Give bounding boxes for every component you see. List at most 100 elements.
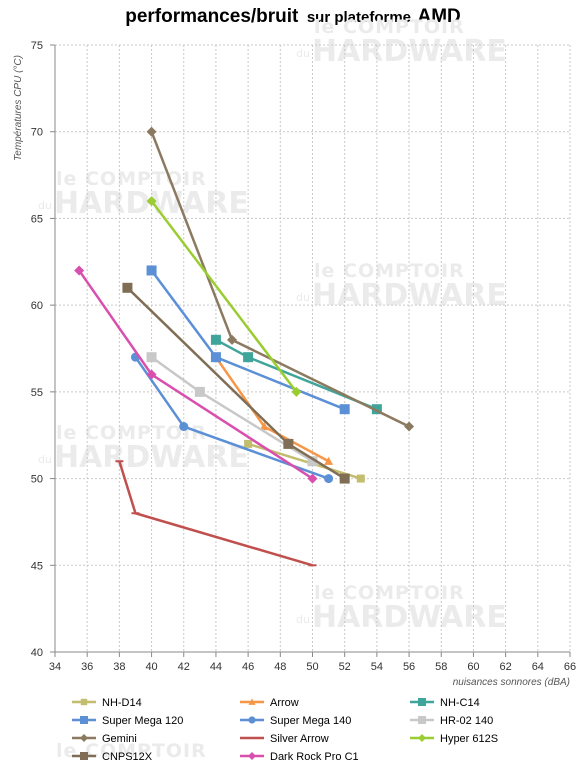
data-point bbox=[146, 196, 157, 207]
chart-title-brand: AMD bbox=[417, 6, 461, 27]
data-point bbox=[324, 474, 334, 484]
chart-grid bbox=[55, 44, 571, 652]
data-point bbox=[194, 386, 205, 397]
legend-item-dark-rock-pro-c1: Dark Rock Pro C1 bbox=[240, 751, 359, 763]
legend-item-cnps12x: CNPS12X bbox=[72, 751, 153, 763]
x-tick-label: 40 bbox=[145, 661, 157, 673]
legend-item-nh-c14: NH-C14 bbox=[410, 697, 480, 709]
data-point bbox=[146, 265, 157, 276]
legend-swatch-marker bbox=[80, 734, 88, 742]
y-tick-label: 75 bbox=[31, 40, 43, 52]
x-tick-label: 48 bbox=[274, 661, 286, 673]
legend-label: NH-C14 bbox=[440, 697, 480, 709]
legend-label: Super Mega 120 bbox=[102, 715, 183, 727]
series-line bbox=[214, 356, 330, 463]
y-tick-label: 70 bbox=[31, 127, 43, 139]
data-point bbox=[146, 126, 157, 137]
data-point bbox=[339, 473, 350, 484]
x-tick-label: 36 bbox=[81, 661, 93, 673]
legend-label: Dark Rock Pro C1 bbox=[270, 751, 359, 763]
data-point bbox=[356, 474, 365, 483]
data-point bbox=[243, 352, 254, 363]
data-point bbox=[283, 438, 294, 449]
legend-swatch-marker bbox=[248, 698, 256, 705]
data-point bbox=[259, 422, 269, 431]
legend-item-super-mega-120: Super Mega 120 bbox=[72, 715, 183, 727]
y-axis-title: Températures CPU (°C) bbox=[13, 55, 24, 161]
x-tick-label: 44 bbox=[210, 661, 222, 673]
x-tick-label: 42 bbox=[178, 661, 190, 673]
data-point bbox=[307, 456, 318, 467]
data-point bbox=[122, 282, 133, 293]
y-tick-label: 65 bbox=[31, 213, 43, 225]
legend-swatch-marker bbox=[418, 734, 426, 742]
chart-labels: 34 36 38 40 42 44 46 48 50 52 54 56 58 60 62 64 66 40 45 50… bbox=[13, 40, 576, 688]
series-arrow bbox=[211, 352, 334, 465]
series-line bbox=[78, 269, 314, 480]
series-gemini bbox=[146, 126, 415, 432]
chart-axes bbox=[50, 44, 571, 657]
data-point bbox=[404, 421, 415, 432]
x-tick-label: 52 bbox=[339, 661, 351, 673]
x-tick-label: 34 bbox=[49, 661, 61, 673]
legend-swatch-marker bbox=[248, 752, 256, 760]
chart-title-sub: sur plateforme bbox=[306, 9, 412, 26]
y-tick-label: 55 bbox=[31, 387, 43, 399]
data-point bbox=[74, 265, 85, 276]
x-tick-label: 66 bbox=[564, 661, 576, 673]
legend-item-hyper-612s: Hyper 612S bbox=[410, 733, 498, 745]
legend-item-nh-d14: NH-D14 bbox=[72, 697, 142, 709]
x-axis-title: nuisances sonnores (dBA) bbox=[453, 677, 570, 688]
series-hyper-612s bbox=[146, 196, 302, 397]
data-point bbox=[324, 456, 334, 465]
legend-label: Arrow bbox=[270, 697, 299, 709]
legend-item-hr-02-140: HR-02 140 bbox=[410, 715, 493, 727]
chart-title-main: performances/bruit bbox=[125, 6, 299, 27]
legend-label: Hyper 612S bbox=[440, 733, 498, 745]
data-point bbox=[146, 369, 157, 380]
x-tick-label: 54 bbox=[371, 661, 383, 673]
legend-label: NH-D14 bbox=[102, 697, 142, 709]
data-point bbox=[210, 334, 221, 345]
x-tick-label: 46 bbox=[242, 661, 254, 673]
x-tick-label: 58 bbox=[435, 661, 447, 673]
legend-swatch-marker bbox=[248, 716, 256, 724]
data-point bbox=[179, 422, 189, 432]
y-tick-label: 50 bbox=[31, 474, 43, 486]
series-nh-c14 bbox=[210, 334, 382, 415]
legend-item-silver-arrow: Silver Arrow bbox=[240, 733, 329, 745]
legend-swatch-marker bbox=[418, 698, 426, 706]
legend-label: Super Mega 140 bbox=[270, 715, 351, 727]
data-point bbox=[307, 473, 318, 484]
legend-label: Silver Arrow bbox=[270, 733, 329, 745]
legend-label: CNPS12X bbox=[102, 751, 153, 763]
data-point bbox=[227, 334, 238, 345]
x-tick-label: 38 bbox=[113, 661, 125, 673]
x-tick-label: 50 bbox=[306, 661, 318, 673]
x-tick-label: 64 bbox=[532, 661, 544, 673]
x-tick-label: 60 bbox=[467, 661, 479, 673]
legend-label: Gemini bbox=[102, 733, 137, 745]
data-point bbox=[339, 404, 350, 415]
chart-title: performances/bruit sur plateforme AMD bbox=[0, 6, 586, 28]
y-tick-label: 40 bbox=[31, 647, 43, 659]
data-point bbox=[291, 386, 302, 397]
series-super-mega-120 bbox=[146, 265, 350, 415]
series-cnps12x bbox=[122, 282, 350, 484]
series-dark-rock-pro-c1 bbox=[74, 265, 318, 484]
series-super-mega-140 bbox=[130, 352, 334, 484]
legend-swatch-marker bbox=[80, 716, 88, 724]
data-point bbox=[146, 352, 157, 363]
legend-item-super-mega-140: Super Mega 140 bbox=[240, 715, 351, 727]
legend-swatch-marker bbox=[80, 752, 88, 760]
series-silver-arrow bbox=[115, 460, 317, 567]
legend-swatch-marker bbox=[418, 716, 426, 724]
legend-item-gemini: Gemini bbox=[72, 733, 137, 745]
x-tick-label: 62 bbox=[500, 661, 512, 673]
chart-legend: NH-D14 Arrow NH-C14 Super Mega 120 Super Meg… bbox=[72, 697, 498, 763]
legend-item-arrow: Arrow bbox=[240, 697, 299, 709]
data-point bbox=[244, 439, 253, 448]
chart-series bbox=[74, 126, 415, 567]
x-tick-label: 56 bbox=[403, 661, 415, 673]
